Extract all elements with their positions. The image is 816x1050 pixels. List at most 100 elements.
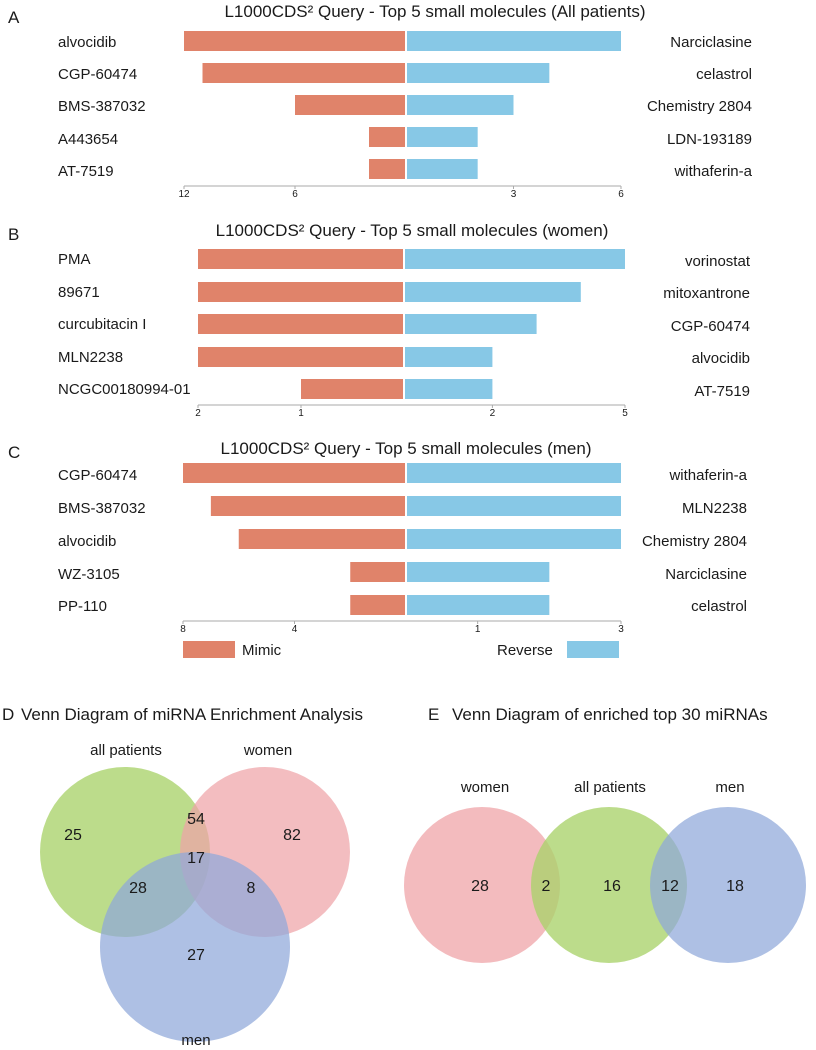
- panel-c-right-labels: withaferin-a MLN2238 Chemistry 2804 Narc…: [642, 467, 748, 615]
- legend-mimic-swatch: [183, 641, 235, 658]
- reverse-bar: [407, 463, 621, 483]
- left-label: NCGC00180994-01: [58, 381, 191, 398]
- left-label: BMS-387032: [58, 500, 146, 517]
- venn-e-women-all: 2: [542, 878, 551, 895]
- reverse-bar: [407, 127, 478, 147]
- left-label: PMA: [58, 251, 91, 268]
- panel-c-ticks: 8 4 1 3: [180, 621, 624, 635]
- right-label: withaferin-a: [673, 163, 752, 180]
- venn-d-women-men: 8: [247, 880, 256, 897]
- left-label: MLN2238: [58, 349, 123, 366]
- venn-d-women-only: 82: [283, 827, 301, 844]
- left-label: PP-110: [58, 598, 107, 615]
- legend-reverse-label: Reverse: [497, 642, 553, 659]
- mimic-bar: [295, 95, 405, 115]
- left-tick-label: 1: [298, 408, 304, 419]
- left-label: alvocidib: [58, 34, 116, 51]
- reverse-bar: [407, 595, 550, 615]
- right-label: celastrol: [691, 598, 747, 615]
- panel-b-left-labels: PMA 89671 curcubitacin I MLN2238 NCGC001…: [58, 251, 191, 398]
- panel-a-left-labels: alvocidib CGP-60474 BMS-387032 A443654 A…: [58, 34, 146, 180]
- venn-e-all-men: 12: [661, 878, 679, 895]
- legend: Mimic Reverse: [183, 641, 619, 659]
- right-label: Chemistry 2804: [642, 533, 747, 550]
- right-tick-label: 3: [511, 189, 517, 200]
- venn-d-men-only: 27: [187, 947, 205, 964]
- left-tick-label: 12: [178, 189, 190, 200]
- left-label: WZ-3105: [58, 566, 120, 583]
- venn-e-circle-all-patients: [531, 807, 687, 963]
- reverse-bar: [405, 282, 581, 302]
- right-label: vorinostat: [685, 253, 751, 270]
- left-label: AT-7519: [58, 163, 114, 180]
- panel-c-letter: C: [8, 443, 20, 462]
- reverse-bar: [407, 159, 478, 179]
- left-label: A443654: [58, 131, 118, 148]
- left-tick-label: 4: [292, 624, 298, 635]
- venn-e-circle-women: [404, 807, 560, 963]
- left-label: CGP-60474: [58, 66, 137, 83]
- reverse-bar: [407, 562, 550, 582]
- right-tick-label: 3: [618, 624, 624, 635]
- panel-b-letter: B: [8, 225, 19, 244]
- right-label: LDN-193189: [667, 131, 752, 148]
- right-label: Narciclasine: [665, 566, 747, 583]
- panel-a: A L1000CDS² Query - Top 5 small molecule…: [8, 2, 753, 200]
- panel-a-title: L1000CDS² Query - Top 5 small molecules …: [224, 2, 645, 21]
- right-tick-label: 5: [622, 408, 628, 419]
- right-label: withaferin-a: [668, 467, 747, 484]
- reverse-bar: [407, 31, 621, 51]
- panel-d-title: Venn Diagram of miRNA Enrichment Analysi…: [21, 705, 363, 724]
- legend-reverse-swatch: [567, 641, 619, 658]
- reverse-bar: [405, 347, 493, 367]
- panel-a-bars: [184, 31, 621, 179]
- left-label: curcubitacin I: [58, 316, 146, 333]
- mimic-bar: [210, 496, 405, 516]
- mimic-bar: [183, 463, 405, 483]
- panel-b-ticks: 2 1 2 5: [195, 405, 628, 419]
- venn-e-set-all-patients: all patients: [574, 779, 646, 796]
- reverse-bar: [405, 314, 537, 334]
- panel-a-letter: A: [8, 8, 20, 27]
- panel-c-bars: [183, 463, 621, 615]
- mimic-bar: [369, 159, 405, 179]
- panel-a-ticks: 12 6 3 6: [178, 186, 624, 200]
- venn-e-all-only: 16: [603, 878, 621, 895]
- left-tick-label: 2: [195, 408, 201, 419]
- venn-d-circle-men: [100, 852, 290, 1042]
- legend-mimic-label: Mimic: [242, 642, 282, 659]
- reverse-bar: [405, 379, 493, 399]
- venn-d-set-all-patients: all patients: [90, 742, 162, 759]
- panel-c-left-labels: CGP-60474 BMS-387032 alvocidib WZ-3105 P…: [58, 467, 146, 615]
- right-tick-label: 6: [618, 189, 624, 200]
- venn-e-circle-men: [650, 807, 806, 963]
- reverse-bar: [407, 496, 621, 516]
- panel-b-title: L1000CDS² Query - Top 5 small molecules …: [216, 221, 609, 240]
- venn-d-all-only: 25: [64, 827, 82, 844]
- mimic-bar: [301, 379, 403, 399]
- right-label: mitoxantrone: [663, 285, 750, 302]
- venn-e-set-women: women: [460, 779, 509, 796]
- right-label: MLN2238: [682, 500, 747, 517]
- mimic-bar: [350, 595, 405, 615]
- left-label: alvocidib: [58, 533, 116, 550]
- right-label: alvocidib: [692, 350, 750, 367]
- left-label: CGP-60474: [58, 467, 137, 484]
- mimic-bar: [350, 562, 405, 582]
- venn-d-set-women: women: [243, 742, 292, 759]
- mimic-bar: [198, 347, 403, 367]
- venn-d-all-men: 28: [129, 880, 147, 897]
- panel-c-title: L1000CDS² Query - Top 5 small molecules …: [221, 439, 592, 458]
- right-label: celastrol: [696, 66, 752, 83]
- panel-a-right-labels: Narciclasine celastrol Chemistry 2804 LD…: [647, 34, 753, 180]
- mimic-bar: [198, 249, 403, 269]
- venn-e-women-only: 28: [471, 878, 489, 895]
- panel-e-letter: E: [428, 705, 439, 724]
- venn-d-all-women: 54: [187, 811, 205, 828]
- mimic-bar: [202, 63, 405, 83]
- panel-c: C L1000CDS² Query - Top 5 small molecule…: [8, 439, 748, 635]
- right-tick-label: 2: [490, 408, 496, 419]
- reverse-bar: [407, 63, 550, 83]
- panel-d-letter: D: [2, 705, 14, 724]
- panel-d: D Venn Diagram of miRNA Enrichment Analy…: [2, 705, 363, 1049]
